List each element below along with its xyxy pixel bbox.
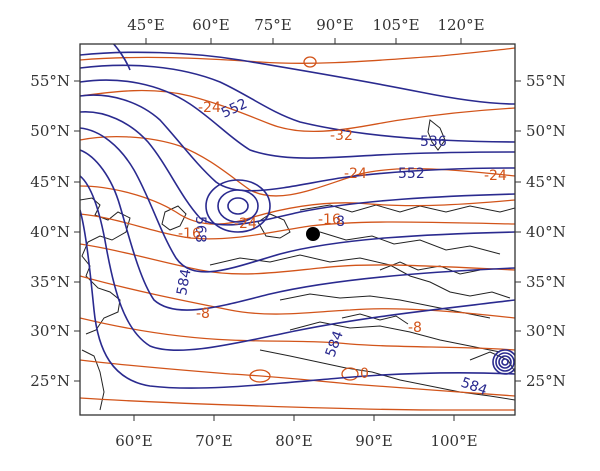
map-frame [79,43,516,416]
temperature-label: -8 [408,320,422,336]
right-tick-label: 40°N [526,223,566,241]
height-label: 8 [336,214,345,230]
right-tick-label: 45°N [526,173,566,191]
left-tick-label: 35°N [30,273,70,291]
top-axis: 45°E 60°E 75°E 90°E 105°E 120°E [127,16,485,44]
left-axis: 55°N 50°N 45°N 40°N 35°N 30°N 25°N [30,72,80,390]
left-tick-label: 50°N [30,122,70,140]
top-tick-label: 75°E [254,16,292,34]
top-tick-label: 60°E [192,16,230,34]
left-tick-label: 45°N [30,173,70,191]
right-tick-label: 30°N [526,322,566,340]
left-tick-label: 55°N [30,72,70,90]
temperature-label: -32 [330,128,353,144]
top-tick-label: 45°E [127,16,165,34]
left-tick-label: 30°N [30,322,70,340]
right-tick-label: 35°N [526,273,566,291]
left-tick-label: 25°N [30,372,70,390]
right-axis: 55°N 50°N 45°N 40°N 35°N 30°N 25°N [515,72,566,390]
bottom-tick-label: 90°E [355,432,393,450]
temperature-label: -8 [196,306,210,322]
temperature-label: 0 [360,366,369,382]
top-tick-label: 105°E [372,16,419,34]
temperature-label: -24 [344,166,367,182]
map-layers: 552 536 552 568 584 584 584 8 -24 -32 -2… [80,44,515,411]
height-label: 552 [398,166,425,182]
contour-labels: 552 536 552 568 584 584 584 8 -24 -32 -2… [174,96,507,399]
bottom-tick-label: 100°E [430,432,477,450]
plot-area [80,44,515,415]
bottom-tick-label: 70°E [195,432,233,450]
temperature-label: -16 [178,226,201,242]
temperature-label: -24 [484,168,507,184]
right-tick-label: 50°N [526,122,566,140]
height-label: 536 [420,134,447,150]
temperature-label: -16 [318,212,341,228]
temperature-contours [80,47,515,411]
temperature-label: -24 [198,100,221,116]
left-tick-label: 40°N [30,223,70,241]
temperature-label: -24 [234,216,257,232]
station-dot [306,227,320,241]
bottom-axis: 60°E 70°E 80°E 90°E 100°E [115,415,478,450]
bottom-tick-label: 80°E [275,432,313,450]
top-tick-label: 90°E [316,16,354,34]
bottom-tick-label: 60°E [115,432,153,450]
height-label: 584 [174,268,194,297]
right-tick-label: 55°N [526,72,566,90]
height-label: 568 [192,216,208,243]
height-contours [80,44,515,389]
right-tick-label: 25°N [526,372,566,390]
top-tick-label: 120°E [437,16,484,34]
